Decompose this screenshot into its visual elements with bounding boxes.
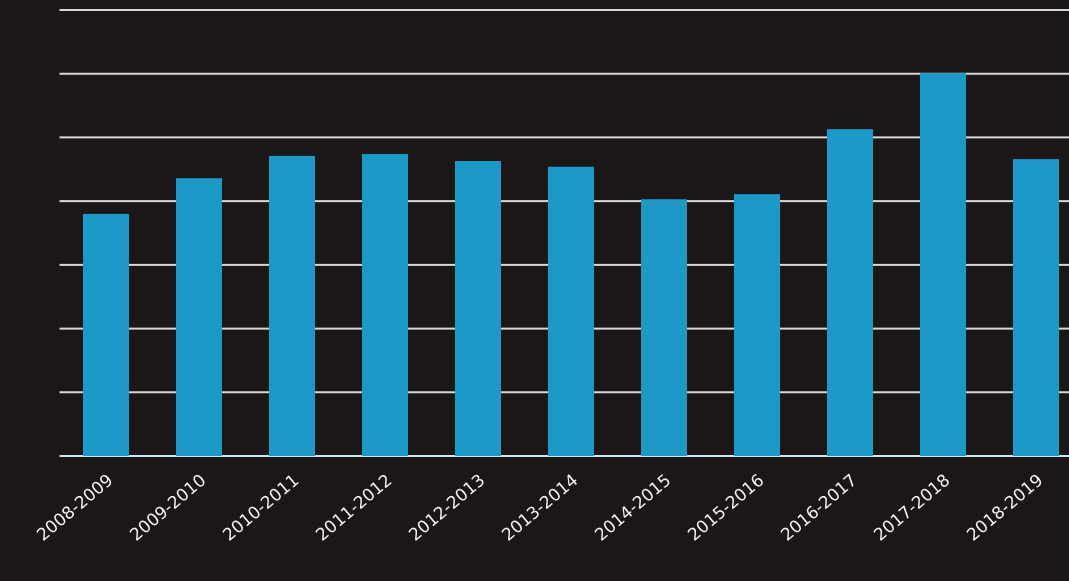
bar <box>269 155 315 457</box>
bar <box>455 161 501 456</box>
bar <box>827 129 873 456</box>
bar <box>641 199 687 456</box>
bar <box>362 153 408 456</box>
bar <box>548 166 594 457</box>
bar <box>83 213 129 456</box>
bar <box>1013 159 1059 456</box>
bar <box>734 194 780 457</box>
bar <box>176 178 222 456</box>
bar <box>920 73 966 456</box>
